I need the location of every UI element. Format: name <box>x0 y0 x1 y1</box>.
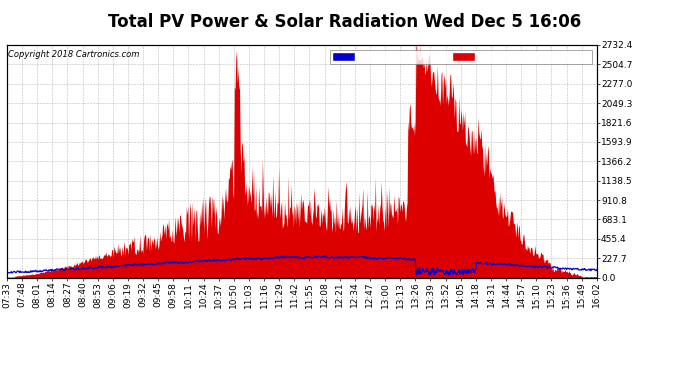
Text: Copyright 2018 Cartronics.com: Copyright 2018 Cartronics.com <box>8 50 139 58</box>
Legend: Radiation  (W/m2), PV Panels  (DC Watts): Radiation (W/m2), PV Panels (DC Watts) <box>330 50 592 64</box>
Text: Total PV Power & Solar Radiation Wed Dec 5 16:06: Total PV Power & Solar Radiation Wed Dec… <box>108 13 582 31</box>
